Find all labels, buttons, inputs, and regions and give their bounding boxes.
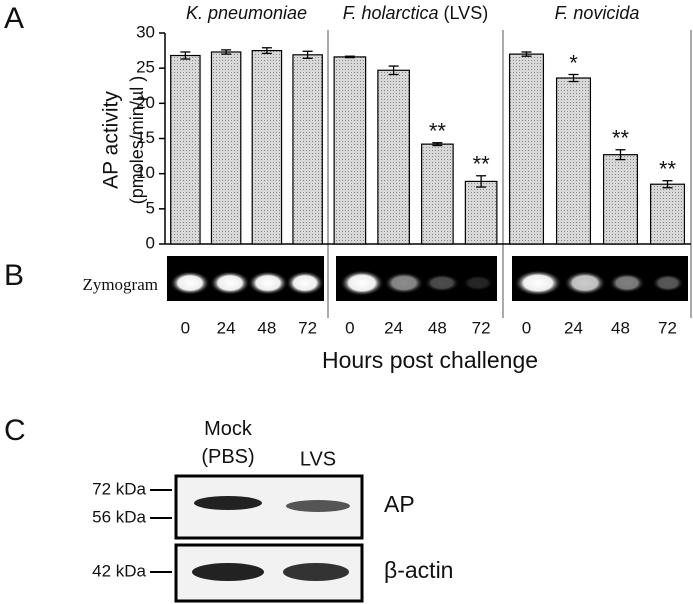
error-bar — [476, 175, 487, 188]
error-bar — [521, 51, 532, 57]
bar — [508, 53, 545, 245]
lane-label: Mock (PBS) — [201, 418, 254, 468]
error-bar — [662, 180, 673, 189]
chart-title: F. novicida — [555, 3, 640, 23]
y-tick-label: 15 — [136, 128, 155, 147]
significance: ** — [659, 157, 677, 182]
significance: ** — [429, 119, 447, 144]
panel-label: A — [4, 2, 24, 35]
error-bar — [221, 49, 232, 55]
significance: * — [569, 50, 578, 75]
bar — [649, 183, 686, 245]
zymogram-label: Zymogram — [82, 275, 158, 294]
western-blot — [150, 474, 364, 603]
y-tick-label: 10 — [136, 163, 155, 182]
x-tick-label: 0 — [522, 318, 531, 337]
panel-label: B — [4, 259, 24, 292]
bar — [333, 56, 367, 245]
bar — [464, 180, 498, 245]
error-bar — [568, 73, 579, 83]
x-tick-label: 0 — [345, 318, 354, 337]
lane-label: LVS — [300, 448, 336, 470]
bar — [377, 69, 410, 245]
x-tick-label: 72 — [658, 318, 677, 337]
marker-label: 42 kDa — [92, 561, 146, 580]
bar — [555, 77, 592, 245]
chart-title: F. holarctica — [343, 3, 439, 23]
blot-label: β-actin — [384, 557, 453, 583]
blot-label: AP — [384, 491, 415, 517]
bar — [421, 143, 454, 245]
error-bar — [344, 55, 355, 59]
y-axis-label: AP activity — [100, 91, 123, 189]
chart-title: F. novicida — [555, 3, 640, 23]
panel-frame — [327, 30, 692, 318]
x-tick-label: 24 — [564, 318, 583, 337]
x-tick-label: 48 — [611, 318, 630, 337]
significance: ** — [473, 152, 491, 177]
error-bar — [388, 65, 399, 76]
x-tick-label: 72 — [298, 318, 317, 337]
chart-title: F. holarctica (LVS) — [343, 3, 488, 23]
chart-subtitle: (LVS) — [444, 3, 489, 23]
y-axis-label: (pmoles/min/µl ) — [127, 76, 147, 204]
y-tick-label: 0 — [146, 233, 155, 252]
error-bar — [180, 51, 191, 60]
zymogram — [167, 256, 688, 301]
x-tick-label: 72 — [472, 318, 491, 337]
error-bar — [615, 149, 626, 161]
panel-label: C — [4, 414, 26, 447]
x-tick-label: 24 — [384, 318, 403, 337]
error-bar — [261, 47, 272, 55]
x-tick-label: 0 — [181, 318, 190, 337]
x-tick-label: 24 — [217, 318, 236, 337]
y-tick-label: 30 — [136, 22, 155, 41]
x-tick-label: 48 — [257, 318, 276, 337]
x-axis-label: Hours post challenge — [322, 347, 538, 373]
chart-title: K. pneumoniae — [186, 3, 307, 23]
bar — [292, 54, 323, 245]
x-tick-label: 48 — [428, 318, 447, 337]
chart-title: K. pneumoniae — [186, 3, 307, 23]
marker-label: 72 kDa — [92, 479, 146, 498]
error-bar — [302, 50, 313, 59]
bar — [251, 49, 283, 245]
bar — [170, 54, 201, 245]
y-tick-label: 20 — [136, 93, 155, 112]
marker-label: 56 kDa — [92, 507, 146, 526]
bar — [210, 51, 242, 245]
significance: ** — [612, 126, 630, 151]
y-tick-label: 25 — [136, 58, 155, 77]
y-tick-label: 5 — [146, 198, 155, 217]
bar — [602, 154, 639, 245]
error-bar — [432, 142, 443, 147]
